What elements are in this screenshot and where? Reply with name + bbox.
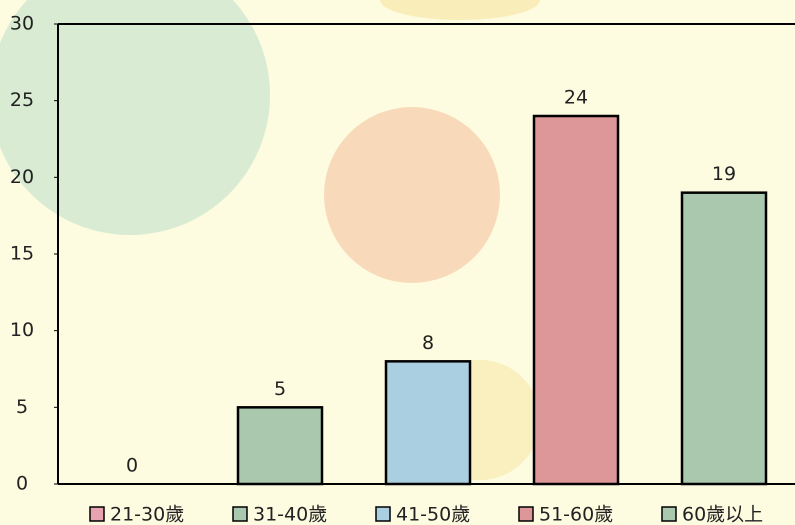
y-tick-label: 0 [16, 473, 28, 495]
value-label: 19 [712, 163, 736, 185]
legend-label: 21-30歲 [110, 504, 184, 525]
y-tick-label: 10 [10, 319, 34, 341]
legend-swatch [518, 506, 534, 522]
legend-label: 60歲以上 [682, 504, 763, 525]
bar [384, 360, 472, 486]
legend-label: 31-40歲 [253, 504, 327, 525]
bar [680, 191, 768, 486]
decor-circle [324, 107, 500, 283]
value-label: 5 [274, 378, 286, 400]
legend-swatch [232, 506, 248, 522]
y-tick-label: 30 [10, 13, 34, 35]
legend-swatch [661, 506, 677, 522]
value-label: 24 [564, 87, 588, 109]
y-tick-label: 20 [10, 166, 34, 188]
bar [236, 406, 324, 486]
legend-label: 51-60歲 [539, 504, 613, 525]
y-tick-label: 25 [10, 89, 34, 111]
decor-circle [380, 0, 540, 20]
legend-swatch [89, 506, 105, 522]
value-label: 8 [422, 332, 434, 354]
legend-swatch [375, 506, 391, 522]
y-tick-label: 15 [10, 243, 34, 265]
legend-label: 41-50歲 [396, 504, 470, 525]
value-label: 0 [126, 455, 138, 477]
y-tick-label: 5 [16, 396, 28, 418]
bar [532, 114, 620, 486]
decor-circle [0, 0, 270, 235]
